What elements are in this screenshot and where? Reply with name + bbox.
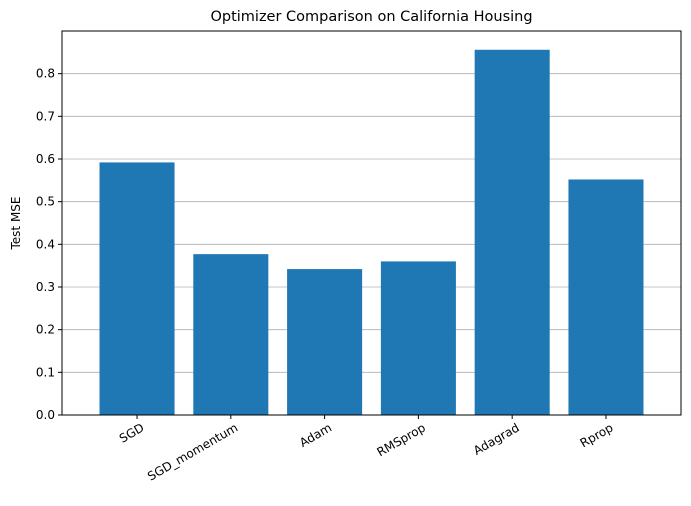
bar-sgd bbox=[99, 162, 175, 415]
y-tick-label: 0.6 bbox=[36, 152, 55, 166]
bar-adagrad bbox=[474, 49, 550, 415]
bar-rmsprop bbox=[380, 261, 456, 415]
y-tick-label: 0.2 bbox=[36, 323, 55, 337]
chart-title: Optimizer Comparison on California Housi… bbox=[210, 9, 532, 25]
bars bbox=[99, 49, 644, 415]
y-tick-label: 0.0 bbox=[36, 408, 55, 422]
plot-frame bbox=[61, 30, 682, 416]
y-tick-label: 0.5 bbox=[36, 195, 55, 209]
bar-rprop bbox=[568, 179, 644, 415]
y-axis-ticks: 0.0 0.1 0.2 0.3 0.4 0.5 0.6 0.7 0.8 bbox=[36, 67, 62, 422]
y-tick-label: 0.7 bbox=[36, 109, 55, 123]
y-axis-label: Test MSE bbox=[9, 197, 23, 251]
bar-adam bbox=[287, 269, 363, 415]
bar-sgd-momentum bbox=[193, 254, 269, 415]
y-tick-label: 0.3 bbox=[36, 280, 55, 294]
y-tick-label: 0.8 bbox=[36, 67, 55, 81]
y-tick-label: 0.4 bbox=[36, 237, 55, 251]
y-tick-label: 0.1 bbox=[36, 365, 55, 379]
